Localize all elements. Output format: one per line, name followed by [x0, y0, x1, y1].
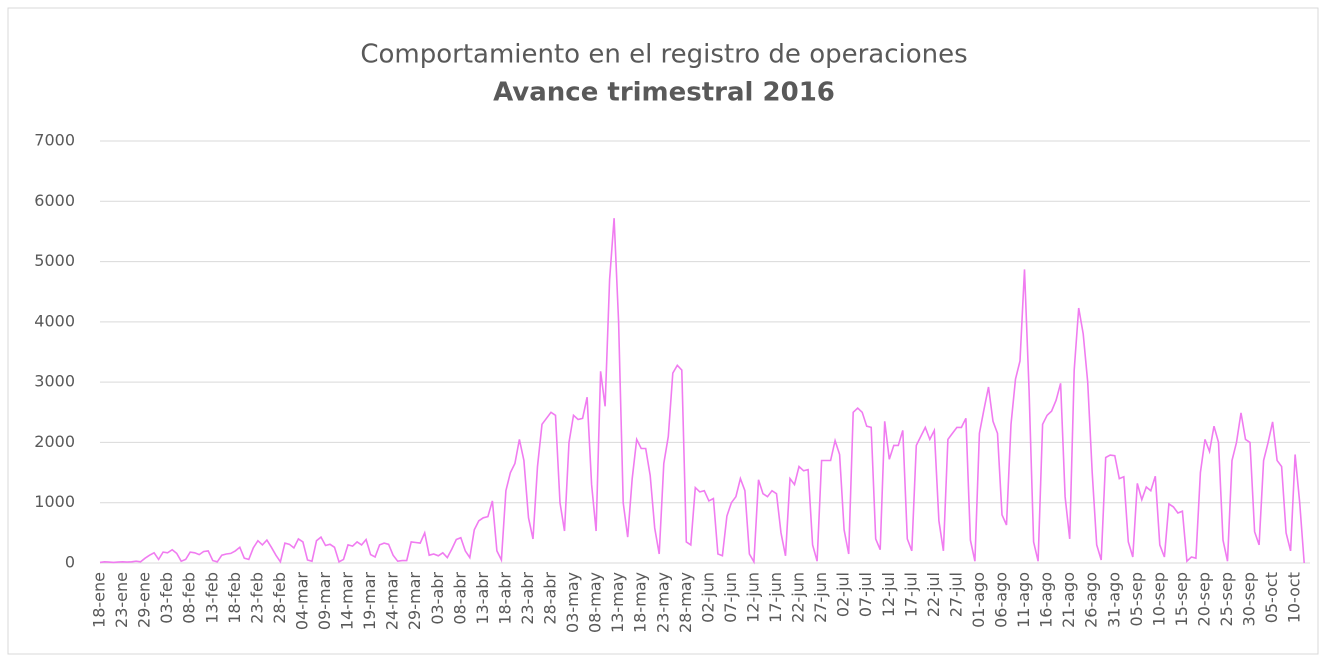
x-tick-label: 14-mar: [338, 572, 357, 631]
x-tick-label: 08-abr: [450, 572, 469, 625]
x-tick-label: 05-sep: [1127, 572, 1146, 626]
x-tick-label: 22-jun: [789, 572, 808, 623]
x-tick-label: 01-ago: [969, 572, 988, 628]
x-tick-label: 28-may: [676, 572, 695, 633]
x-tick-label: 18-may: [631, 572, 650, 633]
x-tick-label: 13-abr: [473, 572, 492, 625]
x-tick-label: 18-ene: [90, 572, 109, 628]
x-tick-label: 22-jul: [924, 572, 943, 617]
data-line: [99, 218, 1305, 565]
x-tick-label: 12-jun: [743, 572, 762, 623]
x-tick-label: 27-jun: [811, 572, 830, 623]
y-tick-label: 7000: [34, 131, 75, 150]
x-tick-label: 24-mar: [383, 572, 402, 631]
x-tick-label: 12-jul: [879, 572, 898, 617]
x-tick-label: 02-jun: [698, 572, 717, 623]
x-tick-label: 10-sep: [1149, 572, 1168, 626]
x-tick-label: 27-jul: [946, 572, 965, 617]
chart-frame: [7, 7, 1319, 655]
x-tick-label: 07-jun: [721, 572, 740, 623]
x-tick-label: 30-sep: [1240, 572, 1259, 626]
x-tick-label: 26-ago: [1082, 572, 1101, 628]
x-tick-label: 03-may: [563, 572, 582, 633]
x-tick-label: 23-ene: [112, 572, 131, 628]
y-tick-label: 6000: [34, 191, 75, 210]
x-tick-label: 17-jul: [901, 572, 920, 617]
x-tick-label: 28-feb: [270, 572, 289, 624]
x-tick-label: 29-ene: [135, 572, 154, 628]
x-tick-label: 03-abr: [428, 572, 447, 625]
chart-title: Comportamiento en el registro de operaci…: [360, 40, 967, 70]
x-tick-label: 13-feb: [202, 572, 221, 624]
x-tick-label: 05-oct: [1262, 572, 1281, 623]
x-tick-label: 13-may: [608, 572, 627, 633]
x-tick-label: 03-feb: [157, 572, 176, 624]
x-tick-label: 09-mar: [315, 572, 334, 631]
x-tick-label: 29-mar: [405, 572, 424, 631]
x-tick-label: 23-abr: [518, 572, 537, 625]
y-tick-label: 4000: [34, 311, 75, 330]
x-tick-label: 06-ago: [992, 572, 1011, 628]
x-tick-label: 07-jul: [856, 572, 875, 617]
x-tick-label: 23-may: [653, 572, 672, 633]
y-tick-label: 1000: [34, 492, 75, 511]
x-tick-label: 04-mar: [292, 572, 311, 631]
x-tick-label: 31-ago: [1104, 572, 1123, 628]
x-tick-label: 20-sep: [1194, 572, 1213, 626]
chart-subtitle: Avance trimestral 2016: [493, 78, 835, 108]
x-tick-label: 18-feb: [225, 572, 244, 624]
x-tick-label: 10-oct: [1285, 572, 1304, 623]
x-tick-label: 11-ago: [1014, 572, 1033, 628]
x-tick-label: 21-ago: [1059, 572, 1078, 628]
x-tick-label: 08-feb: [180, 572, 199, 624]
x-tick-label: 25-sep: [1217, 572, 1236, 626]
x-tick-label: 28-abr: [541, 572, 560, 625]
x-tick-label: 23-feb: [247, 572, 266, 624]
x-tick-label: 02-jul: [834, 572, 853, 617]
x-tick-label: 19-mar: [360, 572, 379, 631]
y-tick-label: 0: [65, 553, 75, 572]
x-tick-label: 16-ago: [1037, 572, 1056, 628]
y-tick-label: 5000: [34, 251, 75, 270]
y-tick-label: 2000: [34, 432, 75, 451]
x-tick-label: 15-sep: [1172, 572, 1191, 626]
y-tick-label: 3000: [34, 372, 75, 391]
x-tick-label: 17-jun: [766, 572, 785, 623]
x-tick-label: 18-abr: [495, 572, 514, 625]
x-tick-label: 08-may: [586, 572, 605, 633]
